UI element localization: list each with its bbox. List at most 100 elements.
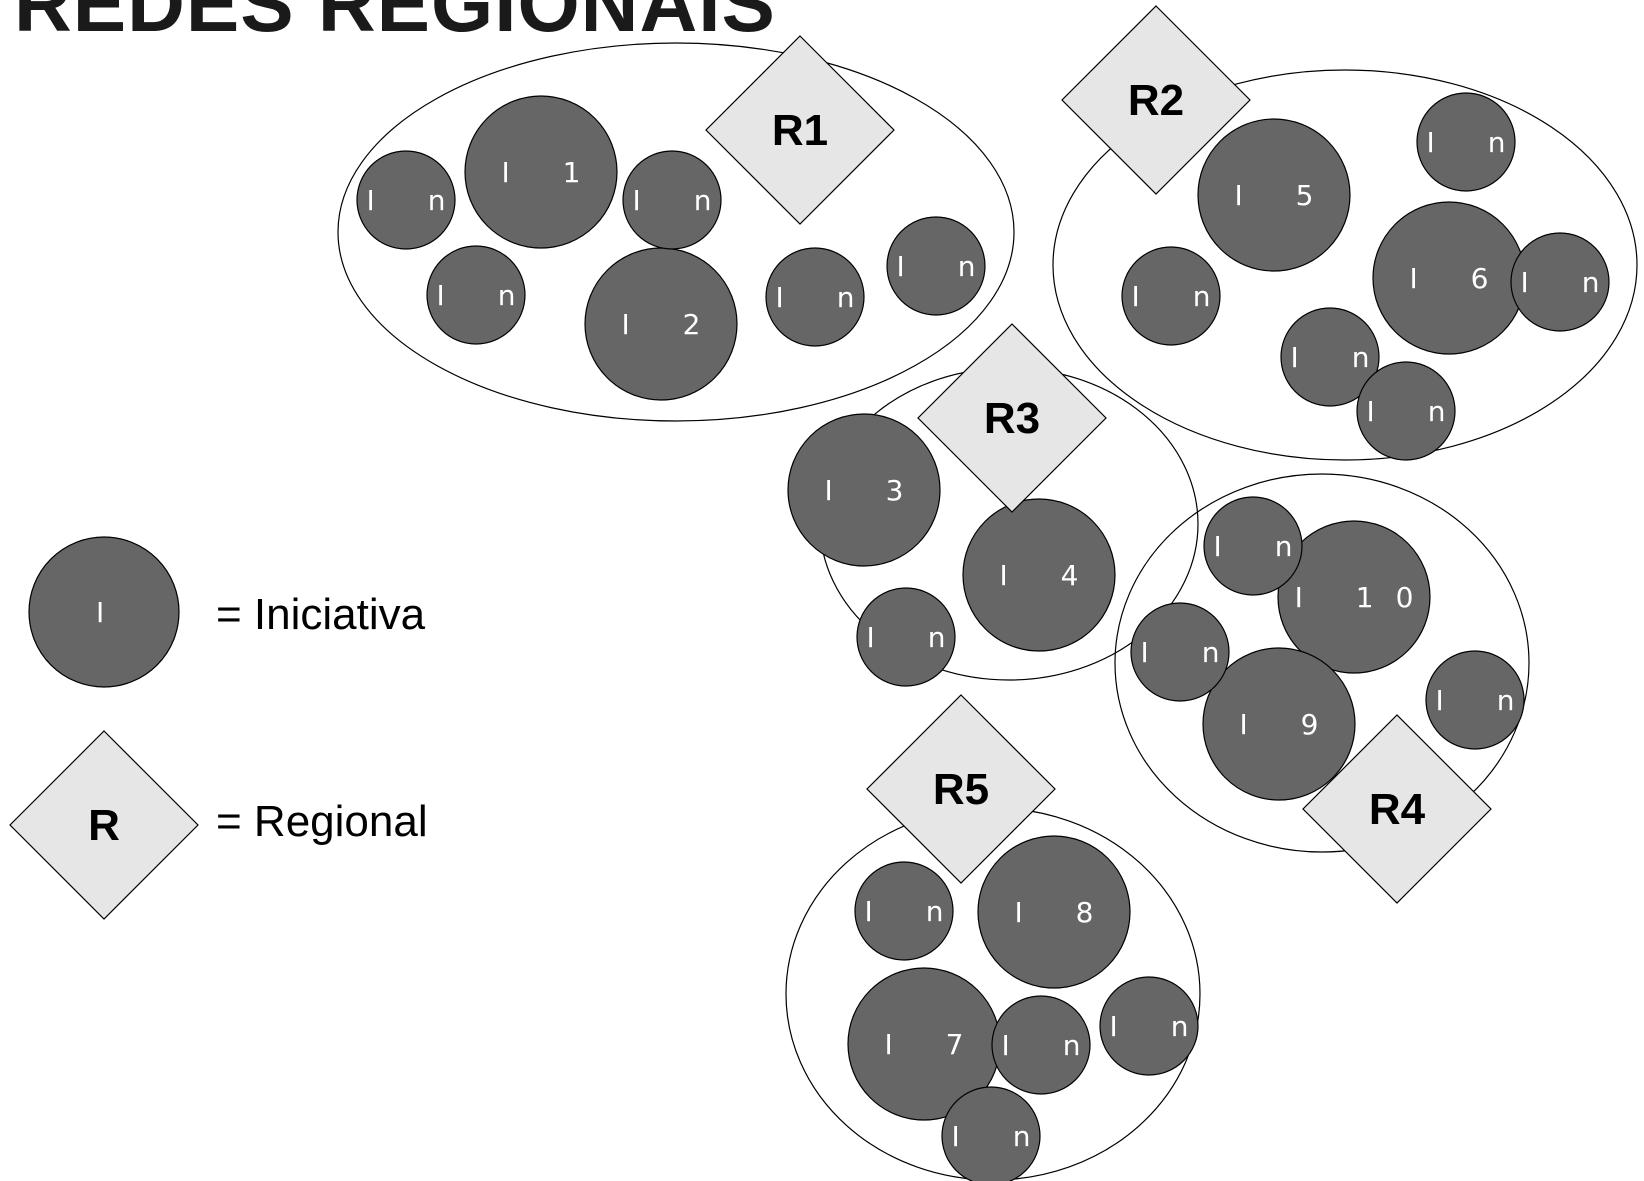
initiative-label: I n [865,895,966,928]
legend-regional-symbol: R [88,801,120,850]
initiative-label: I 10 [1295,581,1436,614]
initiative-circle [765,247,865,347]
initiative-label: I n [867,621,968,654]
initiative-label: I 3 [825,474,926,507]
hub-diamond [705,35,895,225]
initiative-label: I n [1367,395,1468,428]
hub-r3: R3 [917,323,1107,513]
initiative-circle [1510,232,1610,332]
hub-r4: R4 [1302,714,1492,904]
initiative-circle [1121,246,1221,346]
initiative-circle [1356,361,1456,461]
initiative-label: I n [897,250,998,283]
initiative-label: I 6 [1410,262,1511,295]
initiative-circle [1425,650,1525,750]
initiative-node: I n [941,1086,1053,1181]
initiative-label: I n [1291,341,1392,374]
legend-iniciativa-circle [28,536,180,688]
initiative-label: I n [1110,1010,1211,1043]
initiative-label: I 4 [1000,559,1101,592]
initiative-label: I 1 [502,156,603,189]
hub-r5: R5 [866,694,1056,884]
initiative-node: I 4 [962,498,1116,652]
initiative-label: I 8 [1015,896,1116,929]
initiative-label: I n [437,279,538,312]
initiative-circle [1202,647,1356,801]
legend-iniciativa-label: = Iniciativa [216,590,426,639]
initiative-node: I n [1356,361,1468,461]
initiative-node: I 5 [1197,118,1351,272]
hub-diamond [866,694,1056,884]
initiative-circle [356,150,456,250]
hub-label: R1 [772,106,828,155]
initiative-label: I n [367,184,468,217]
initiative-node: I n [1203,496,1303,596]
hub-label: R4 [1369,785,1426,834]
initiative-node: I n [1130,602,1242,702]
initiative-node: I n [886,216,998,316]
initiative-node: I 3 [787,413,941,567]
initiative-label: I n [1427,126,1528,159]
hub-diamond [1061,5,1251,195]
initiative-label: I n [1521,266,1622,299]
initiative-circle [941,1086,1041,1181]
page-title: REDES REGIONAIS [14,0,776,48]
initiative-label: I n [1141,636,1242,669]
initiative-circle [1416,92,1516,192]
initiative-label: I 9 [1240,708,1341,741]
initiative-label: I 5 [1235,179,1336,212]
initiative-label: I n [1436,684,1537,717]
initiative-circle [1277,520,1431,674]
initiative-node: I n [1280,307,1392,407]
regional-hubs: R1 R2 R3 R4 R5 [705,5,1492,904]
region-r2-outline [1052,69,1638,461]
legend: I = Iniciativa R = Regional [9,536,428,920]
initiative-node: I 2 [584,247,738,401]
initiative-circle [854,861,954,961]
initiative-circle [977,835,1131,989]
initiative-label: I 2 [622,308,723,341]
initiative-label: I n [633,184,734,217]
initiative-node: I 8 [977,835,1131,989]
legend-regional-diamond [9,730,199,920]
initiative-label: I n [1132,280,1233,313]
hub-diamond [917,323,1107,513]
hub-label: R5 [933,765,989,814]
initiative-node: I 10 [1277,520,1436,674]
initiative-node: I n [426,245,538,345]
region-r1-outline [337,42,1015,422]
initiative-circle [962,498,1116,652]
initiative-circle [856,587,956,687]
initiative-circle [1203,496,1303,596]
initiative-node: I 9 [1202,647,1356,801]
initiative-circle [1099,976,1199,1076]
initiative-node: I n [854,861,966,961]
initiative-node: I 1 [464,95,618,249]
initiative-circle [1280,307,1380,407]
initiative-node: I n [1425,650,1537,750]
initiative-label: I n [776,281,877,314]
initiative-node: I n [1510,232,1622,332]
initiative-node: I n [765,247,877,347]
initiative-circle [991,995,1091,1095]
initiative-circle [1197,118,1351,272]
initiative-circle [464,95,618,249]
initiative-node: I n [622,150,734,250]
initiative-node: I n [1099,976,1211,1076]
initiative-node: I n [856,587,968,687]
initiative-label: I n [952,1120,1053,1153]
initiative-circle [1130,602,1230,702]
hub-diamond [1302,714,1492,904]
hub-r2: R2 [1061,5,1251,195]
hub-r1: R1 [705,35,895,225]
initiative-node: I n [1416,92,1528,192]
hub-label: R2 [1128,76,1184,125]
legend-regional-label: = Regional [216,797,428,846]
initiative-circle [622,150,722,250]
initiative-circle [787,413,941,567]
initiative-node: I 7 [847,967,1001,1121]
region-r4-outline [1114,473,1530,853]
initiative-circle [426,245,526,345]
